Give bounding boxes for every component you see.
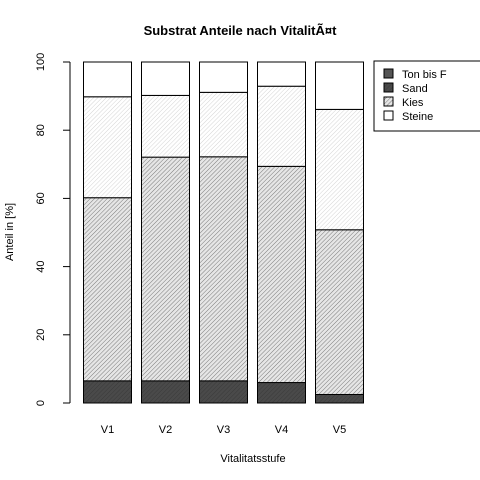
- legend-swatch: [383, 68, 394, 79]
- y-tick-label: 20: [35, 329, 47, 341]
- legend-label: Ton bis F: [402, 69, 447, 81]
- legend: Ton bis F Sand Kies Steine: [373, 60, 480, 132]
- bar-segment-v5-3: [315, 108, 364, 231]
- x-tick-label: V4: [275, 424, 288, 436]
- bar-segment-v3-4: [199, 61, 248, 93]
- bar-segment-v4-1: [257, 382, 306, 404]
- bar-segment-v5-4: [315, 61, 364, 110]
- chart-title: Substrat Anteile nach VitalitÃ¤t: [144, 23, 338, 38]
- y-tick-label: 0: [35, 400, 47, 406]
- legend-swatch: [383, 82, 394, 93]
- legend-label: Sand: [402, 83, 428, 95]
- y-axis-label: Anteil in [%]: [4, 203, 16, 261]
- bar-segment-v3-1: [199, 380, 248, 404]
- x-axis-label: Vitalitatsstufe: [220, 453, 285, 465]
- y-tick-label: 80: [35, 124, 47, 136]
- bar-segment-v5-1: [315, 393, 364, 404]
- bar-segment-v2-3: [141, 94, 190, 158]
- y-axis: 0 20 40 60 80 100: [35, 53, 71, 406]
- bar-segment-v1-1: [83, 380, 132, 404]
- y-tick-label: 100: [35, 53, 47, 71]
- bar-segment-v1-4: [83, 61, 132, 98]
- x-tick-label: V3: [217, 424, 230, 436]
- legend-swatch: [383, 110, 394, 121]
- x-tick-label: V1: [101, 424, 114, 436]
- bar-segment-v4-4: [257, 61, 306, 87]
- bar-segment-v5-2: [315, 229, 364, 395]
- bar-segment-v1-3: [83, 96, 132, 199]
- x-tick-label: V5: [333, 424, 346, 436]
- y-tick-label: 40: [35, 260, 47, 272]
- bar-segment-v1-2: [83, 197, 132, 382]
- bar-segment-v4-2: [257, 165, 306, 384]
- x-tick-label: V2: [159, 424, 172, 436]
- x-axis: V1 V2 V3 V4 V5: [101, 424, 346, 436]
- legend-label: Steine: [402, 111, 433, 123]
- legend-swatch: [383, 96, 394, 107]
- y-tick-label: 60: [35, 192, 47, 204]
- bar-segment-v3-2: [199, 156, 248, 382]
- bar-segment-v2-2: [141, 156, 190, 382]
- bar-segment-v4-3: [257, 85, 306, 167]
- legend-label: Kies: [402, 97, 424, 109]
- bar-segment-v3-3: [199, 91, 248, 158]
- bar-segment-v2-1: [141, 380, 190, 404]
- bar-segment-v2-4: [141, 61, 190, 96]
- plot-area: [83, 61, 364, 404]
